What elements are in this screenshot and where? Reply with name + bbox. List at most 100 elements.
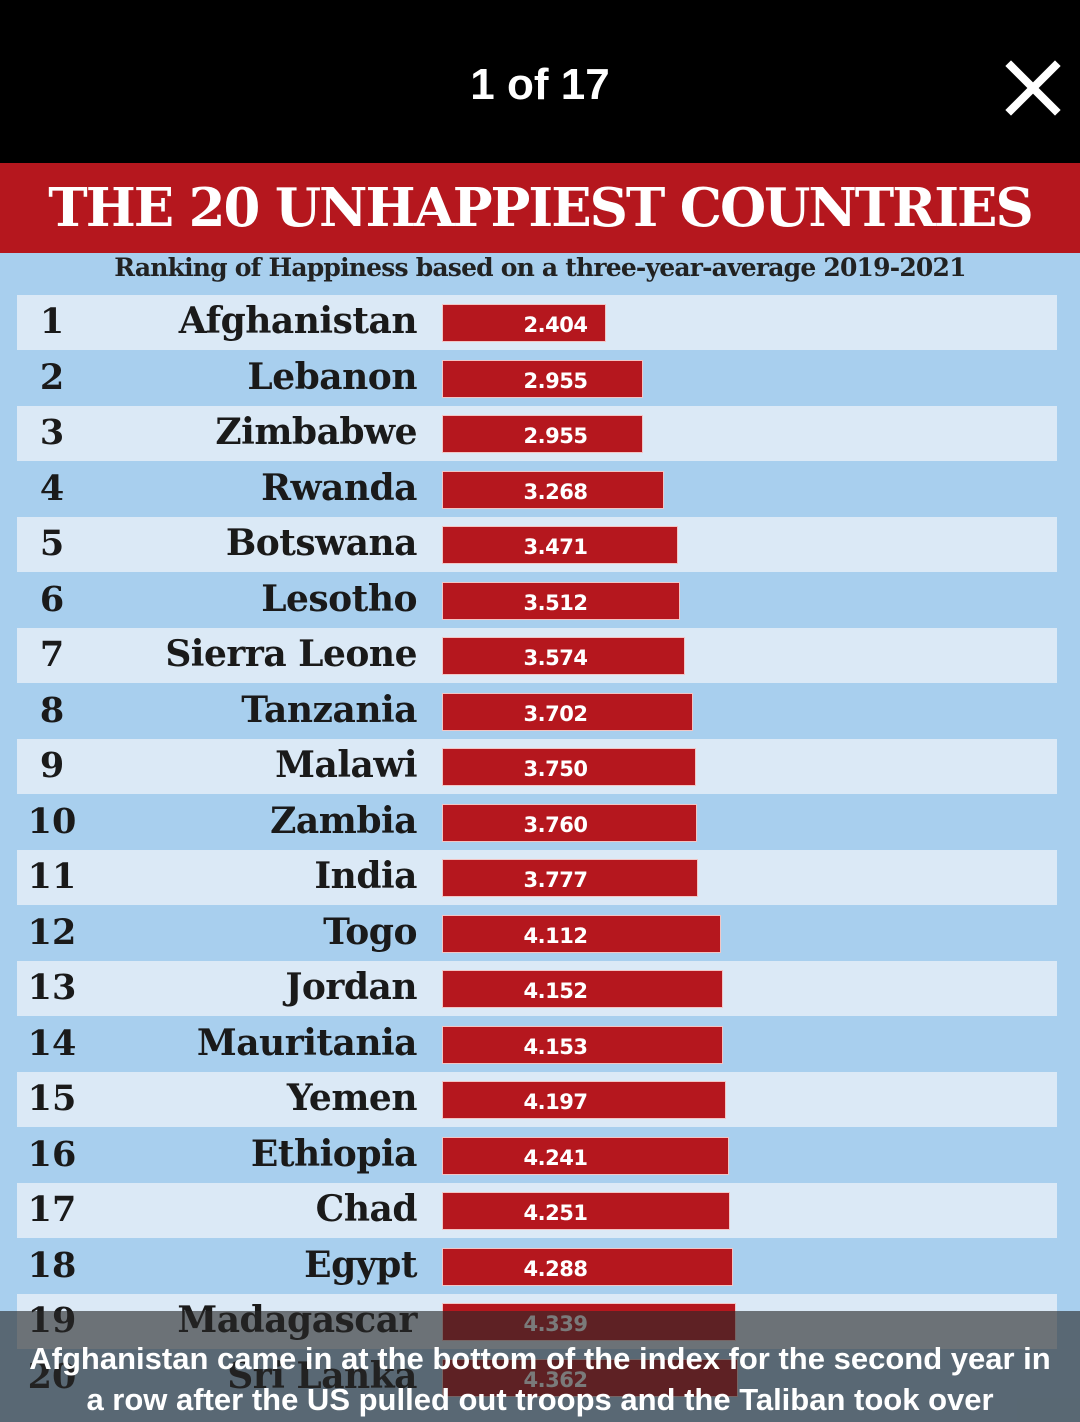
bar-value-label: 4.112	[523, 923, 588, 948]
happiness-bar: 4.288	[442, 1247, 733, 1286]
table-row: 8 Tanzania 3.702	[17, 684, 1057, 739]
rank-number: 3	[39, 412, 65, 453]
rank-number: 10	[27, 800, 77, 842]
table-row: 13 Jordan 4.152	[17, 961, 1057, 1016]
happiness-bar: 3.750	[442, 748, 696, 786]
table-row: 10 Zambia 3.760	[17, 795, 1057, 850]
country-name: Egypt	[304, 1243, 417, 1286]
happiness-bar: 4.153	[442, 1025, 723, 1064]
table-row: 7 Sierra Leone 3.574	[17, 628, 1057, 683]
rank-number: 14	[27, 1022, 77, 1064]
happiness-bar: 2.955	[442, 359, 643, 398]
bar-value-label: 3.760	[523, 812, 588, 837]
title-banner: THE 20 UNHAPPIEST COUNTRIES	[0, 163, 1080, 253]
country-name: Zimbabwe	[215, 411, 417, 453]
happiness-bar: 4.112	[442, 914, 721, 953]
table-row: 2 Lebanon 2.955	[17, 351, 1057, 406]
rank-number: 5	[39, 523, 65, 564]
country-name: Tanzania	[241, 688, 417, 731]
table-row: 12 Togo 4.112	[17, 906, 1057, 961]
chart-title: THE 20 UNHAPPIEST COUNTRIES	[48, 177, 1033, 239]
country-name: Ethiopia	[250, 1132, 418, 1175]
ranking-list: 1 Afghanistan 2.404 2 Lebanon 2.955 3 Zimbabwe 2…	[0, 163, 1080, 1422]
rank-number: 4	[39, 467, 65, 509]
table-row: 16 Ethiopia 4.241	[17, 1128, 1057, 1183]
rank-number: 6	[39, 578, 65, 620]
rank-number: 15	[27, 1078, 77, 1119]
bar-value-label: 3.777	[523, 868, 588, 892]
happiness-bar: 2.404	[442, 304, 606, 342]
happiness-bar: 3.777	[442, 859, 698, 897]
rank-number: 9	[39, 745, 65, 786]
table-row: 14 Mauritania 4.153	[17, 1017, 1057, 1072]
happiness-bar: 4.197	[442, 1081, 726, 1119]
bar-value-label: 4.152	[523, 979, 588, 1003]
viewer-top-bar: 1 of 17	[0, 0, 1080, 163]
bar-value-label: 4.251	[523, 1201, 588, 1225]
rank-number: 18	[27, 1244, 77, 1286]
bar-value-label: 2.404	[523, 313, 588, 337]
happiness-bar: 2.955	[442, 415, 643, 453]
bar-value-label: 2.955	[523, 424, 588, 448]
table-row: 1 Afghanistan 2.404	[17, 295, 1057, 350]
bar-value-label: 3.702	[523, 701, 588, 726]
happiness-bar: 4.152	[442, 970, 723, 1008]
chart-subtitle: Ranking of Happiness based on a three-ye…	[114, 253, 966, 282]
bar-value-label: 4.241	[523, 1145, 588, 1170]
table-row: 15 Yemen 4.197	[17, 1072, 1057, 1127]
happiness-bar: 3.760	[442, 803, 697, 842]
table-row: 4 Rwanda 3.268	[17, 462, 1057, 517]
table-row: 11 India 3.777	[17, 850, 1057, 905]
close-icon[interactable]	[1003, 58, 1063, 118]
infographic[interactable]: THE 20 UNHAPPIEST COUNTRIES Ranking of H…	[0, 163, 1080, 1422]
table-row: 6 Lesotho 3.512	[17, 573, 1057, 628]
bar-value-label: 3.574	[523, 646, 588, 670]
rank-number: 17	[27, 1189, 77, 1230]
rank-number: 13	[27, 967, 77, 1008]
rank-number: 8	[39, 689, 65, 731]
table-row: 3 Zimbabwe 2.955	[17, 406, 1057, 461]
happiness-bar: 3.574	[442, 637, 685, 675]
bar-value-label: 3.471	[523, 535, 588, 559]
bar-value-label: 3.750	[523, 757, 588, 781]
country-name: Togo	[323, 910, 417, 953]
rank-number: 1	[39, 301, 65, 342]
country-name: Lebanon	[247, 355, 417, 398]
country-name: Malawi	[275, 744, 417, 786]
country-name: Afghanistan	[178, 300, 418, 342]
happiness-bar: 3.702	[442, 692, 693, 731]
image-counter: 1 of 17	[470, 60, 610, 109]
bar-value-label: 4.197	[523, 1090, 588, 1114]
country-name: Chad	[315, 1188, 418, 1230]
country-name: Rwanda	[261, 466, 417, 509]
happiness-bar: 3.268	[442, 470, 664, 509]
caption-text: Afghanistan came in at the bottom of the…	[29, 1341, 1051, 1417]
happiness-bar: 3.471	[442, 526, 678, 564]
rank-number: 2	[39, 356, 65, 398]
bar-value-label: 4.288	[523, 1256, 588, 1281]
rank-number: 7	[39, 634, 65, 675]
bar-value-label: 4.153	[523, 1034, 588, 1059]
country-name: Mauritania	[196, 1021, 418, 1064]
country-name: Zambia	[270, 799, 417, 842]
table-row: 17 Chad 4.251	[17, 1183, 1057, 1238]
image-caption: Afghanistan came in at the bottom of the…	[0, 1311, 1080, 1422]
rank-number: 16	[27, 1133, 77, 1175]
country-name: Sierra Leone	[165, 633, 417, 675]
country-name: Lesotho	[261, 577, 417, 620]
bar-value-label: 3.512	[523, 590, 588, 615]
happiness-bar: 3.512	[442, 581, 680, 620]
country-name: Botswana	[225, 522, 418, 564]
rank-number: 12	[27, 911, 77, 953]
country-name: India	[314, 855, 417, 897]
country-name: Yemen	[286, 1077, 418, 1119]
rank-number: 11	[27, 856, 77, 897]
happiness-bar: 4.251	[442, 1192, 730, 1230]
country-name: Jordan	[285, 966, 417, 1008]
table-row: 18 Egypt 4.288	[17, 1239, 1057, 1294]
happiness-bar: 4.241	[442, 1136, 729, 1175]
bar-value-label: 2.955	[523, 368, 588, 393]
bar-value-label: 3.268	[523, 479, 588, 504]
table-row: 9 Malawi 3.750	[17, 739, 1057, 794]
table-row: 5 Botswana 3.471	[17, 517, 1057, 572]
